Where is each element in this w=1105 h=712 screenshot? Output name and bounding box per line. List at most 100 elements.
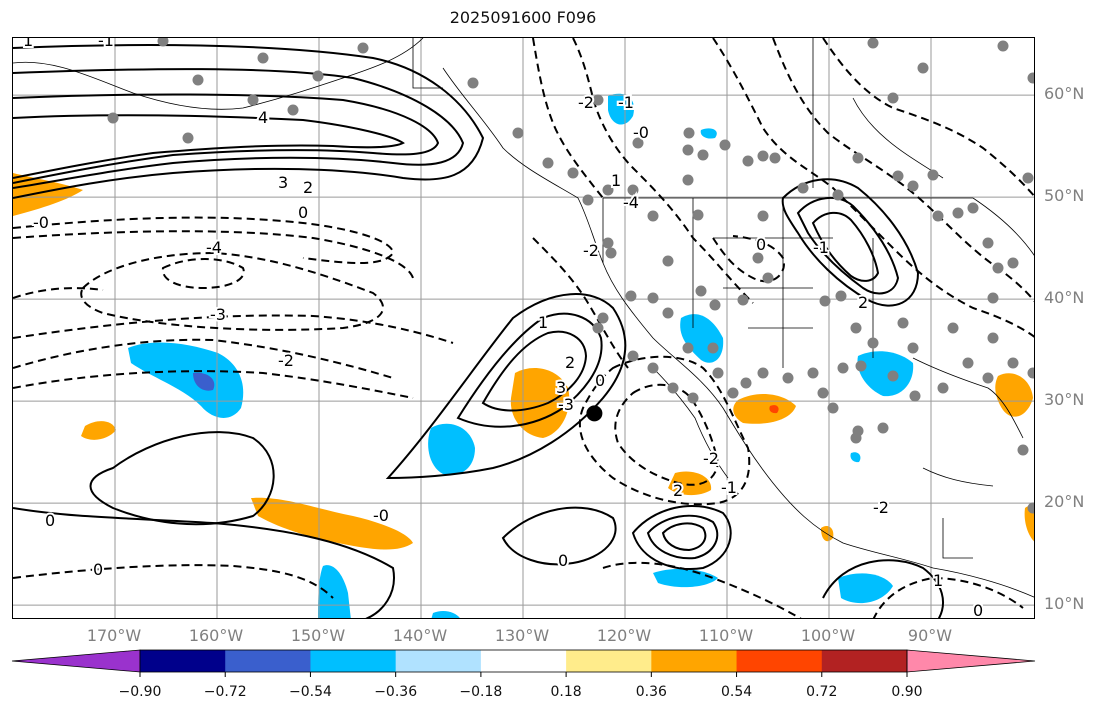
contour-label-halo: -0 bbox=[633, 123, 649, 142]
negative-region bbox=[128, 342, 244, 418]
station-dot bbox=[687, 392, 699, 404]
station-dot bbox=[647, 362, 659, 374]
station-dot bbox=[952, 207, 964, 219]
colorbar-tick-label: 0.90 bbox=[891, 684, 923, 700]
positive-region bbox=[995, 373, 1033, 417]
station-dot bbox=[1007, 357, 1019, 369]
station-dot bbox=[192, 74, 204, 86]
contour-label-halo: 0 bbox=[973, 601, 983, 619]
station-dot bbox=[727, 387, 739, 399]
colorbar-segment bbox=[395, 650, 482, 672]
contour-label-halo: -1 bbox=[813, 238, 829, 257]
station-dot bbox=[877, 422, 889, 434]
contour-label-halo: 2 bbox=[673, 481, 683, 500]
contour-label-halo: -2 bbox=[873, 498, 889, 517]
contour-label-halo: 3 bbox=[556, 378, 566, 397]
station-dot bbox=[667, 382, 679, 394]
station-dot bbox=[757, 150, 769, 162]
contour-label-halo: -2 bbox=[278, 351, 294, 370]
positive-region bbox=[13, 173, 83, 216]
station-dot bbox=[962, 357, 974, 369]
station-dot bbox=[582, 194, 594, 206]
contour-label: 1 bbox=[933, 571, 943, 590]
contour-label-halo: -0 bbox=[33, 213, 49, 232]
contour-label-halo: -2 bbox=[703, 449, 719, 468]
colorbar-tick-label: 0.18 bbox=[550, 684, 582, 700]
station-dot bbox=[752, 252, 764, 264]
colorbar-tick-label: −0.54 bbox=[288, 684, 332, 700]
negative-region bbox=[431, 611, 460, 618]
station-dot bbox=[819, 295, 831, 307]
colorbar bbox=[11, 649, 1036, 677]
station-dot bbox=[997, 40, 1009, 52]
station-dot bbox=[592, 322, 604, 334]
contour-label-halo: -2 bbox=[578, 93, 594, 112]
station-dot bbox=[592, 94, 604, 106]
station-dot bbox=[709, 299, 721, 311]
contour-label: 2 bbox=[303, 178, 313, 197]
contour-label-halo: 1 bbox=[933, 571, 943, 590]
contours-positive bbox=[13, 44, 944, 618]
latitude-label: 10°N bbox=[1044, 594, 1085, 614]
contour-label: -2 bbox=[278, 351, 294, 370]
station-dot bbox=[992, 262, 1004, 274]
contour-label-halo: 0 bbox=[45, 511, 55, 530]
latitude-label: 30°N bbox=[1044, 390, 1085, 410]
contour-label: 0 bbox=[93, 560, 103, 579]
station-dot bbox=[927, 169, 939, 181]
station-dot bbox=[597, 312, 609, 324]
contour-label: -4 bbox=[206, 238, 222, 257]
station-dot bbox=[832, 189, 844, 201]
negative-region bbox=[838, 573, 893, 604]
map-canvas: 11 -1-144-4-433-3-322-2-200-0-0112233-0-0… bbox=[13, 38, 1034, 619]
colorbar-tick-label: −0.72 bbox=[203, 684, 247, 700]
colorbar-segment bbox=[736, 650, 823, 672]
station-dot bbox=[357, 42, 369, 54]
colorbar-segment bbox=[140, 650, 226, 672]
contour-label: -2 bbox=[703, 449, 719, 468]
contours-negative bbox=[13, 38, 1034, 618]
location-marker[interactable] bbox=[586, 405, 603, 422]
contour-label: -1 bbox=[813, 238, 829, 257]
station-dot bbox=[697, 149, 709, 161]
station-dot bbox=[662, 307, 674, 319]
station-dot bbox=[257, 52, 269, 64]
positive-region bbox=[81, 421, 116, 440]
station-dot bbox=[682, 174, 694, 186]
longitude-label: 170°W bbox=[86, 626, 142, 645]
longitude-label: 120°W bbox=[596, 626, 652, 645]
station-dot bbox=[892, 170, 904, 182]
contour-label-halo: 3 bbox=[278, 173, 288, 192]
station-dot bbox=[647, 292, 659, 304]
station-dot bbox=[827, 402, 839, 414]
contour-label: 0 bbox=[973, 601, 983, 619]
contour-label-halo: 0 bbox=[298, 203, 308, 222]
station-dot bbox=[467, 77, 479, 89]
station-dot bbox=[982, 237, 994, 249]
contour-label: -2 bbox=[583, 241, 599, 260]
map-panel[interactable]: 1 1 -1 -1 4 4 -4 -4 3 3 -3 -3 2 2 -2 -2 0 0 -0 -0 1 1 2 2 3 3 -0 -0… bbox=[12, 37, 1035, 619]
longitude-label: 160°W bbox=[188, 626, 244, 645]
colorbar-outline bbox=[139, 649, 908, 673]
longitude-label: 130°W bbox=[494, 626, 550, 645]
negative-region bbox=[857, 351, 914, 397]
station-dot bbox=[740, 377, 752, 389]
contour-label: -2 bbox=[578, 93, 594, 112]
station-dot bbox=[907, 180, 919, 192]
contour-label: 0 bbox=[558, 551, 568, 570]
longitude-label: 90°W bbox=[907, 626, 953, 645]
station-dot bbox=[757, 210, 769, 222]
negative-region bbox=[700, 128, 717, 139]
station-dot bbox=[850, 432, 862, 444]
contour-label-halo: 4 bbox=[258, 108, 268, 127]
station-dot bbox=[769, 152, 781, 164]
latitude-label: 60°N bbox=[1044, 84, 1085, 104]
colorbar-tick-label: 0.72 bbox=[806, 684, 838, 700]
shading-layer bbox=[13, 93, 1034, 618]
contour-label-halo: -3 bbox=[558, 395, 574, 414]
station-dot bbox=[909, 390, 921, 402]
contour-label: 4 bbox=[258, 108, 268, 127]
positive-region bbox=[668, 471, 712, 496]
longitude-label: 150°W bbox=[290, 626, 346, 645]
contour-label-halo: 1 bbox=[23, 38, 33, 50]
